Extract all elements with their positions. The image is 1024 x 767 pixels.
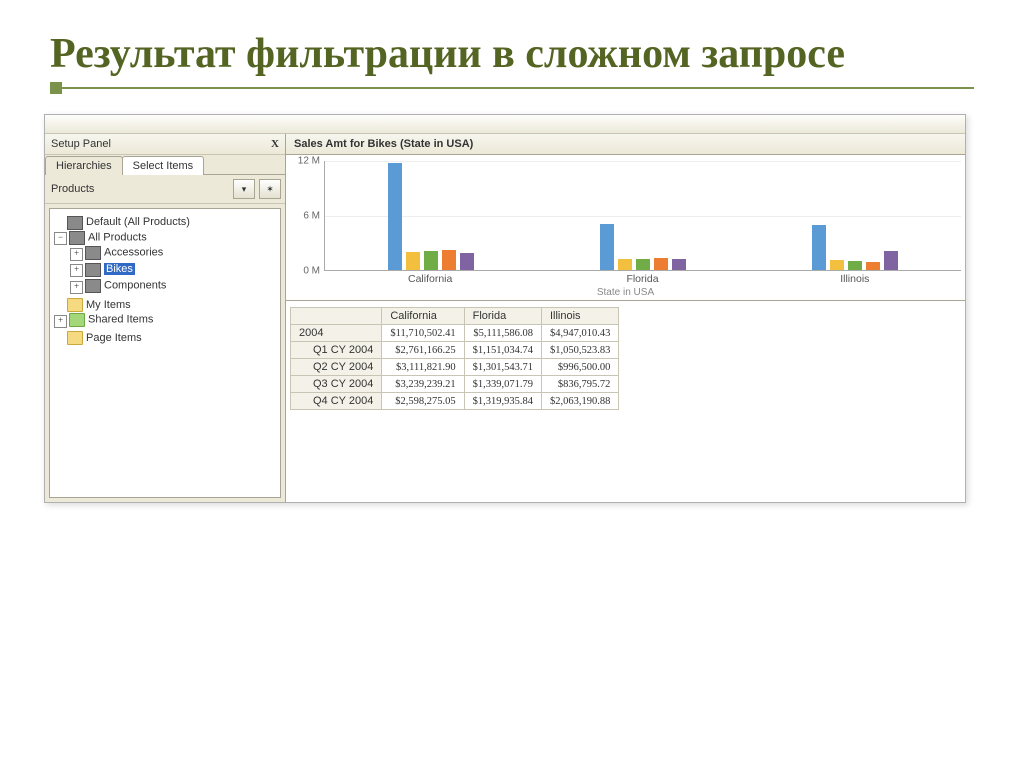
chart-bar — [600, 224, 614, 270]
product-tree[interactable]: Default (All Products) −All Products +Ac… — [49, 208, 281, 498]
tree-item-all-products[interactable]: −All Products +Accessories +Bikes +Compo… — [54, 230, 278, 296]
chart-bar-group — [325, 161, 537, 270]
chart-bar — [672, 259, 686, 271]
table-cell: $836,795.72 — [541, 376, 618, 393]
table-cell: $1,151,034.74 — [464, 342, 541, 359]
table-row: Q4 CY 2004$2,598,275.05$1,319,935.84$2,0… — [291, 393, 619, 410]
setup-panel-title: Setup Panel — [51, 138, 111, 150]
table-row-header: Q4 CY 2004 — [291, 393, 382, 410]
table-cell: $2,598,275.05 — [382, 393, 464, 410]
accent-line — [50, 82, 974, 94]
table-row: Q1 CY 2004$2,761,166.25$1,151,034.74$1,0… — [291, 342, 619, 359]
chart-bar-group — [749, 161, 961, 270]
table-cell: $3,111,821.90 — [382, 359, 464, 376]
chart-container: 12 M 6 M 0 M CaliforniaFloridaIllinois S… — [286, 155, 965, 301]
table-cell: $5,111,586.08 — [464, 325, 541, 342]
chart-title: Sales Amt for Bikes (State in USA) — [286, 134, 965, 155]
cube-icon — [85, 279, 101, 293]
chart-x-label: California — [324, 271, 536, 285]
app-toolbar-strip — [45, 115, 965, 134]
cube-icon — [67, 216, 83, 230]
chart-bar — [636, 259, 650, 271]
cube-icon — [85, 246, 101, 260]
table-header-cell — [291, 308, 382, 325]
chart-x-label: Florida — [536, 271, 748, 285]
chart-bar — [884, 251, 898, 270]
content-area: Sales Amt for Bikes (State in USA) 12 M … — [286, 134, 965, 502]
table-header-cell: California — [382, 308, 464, 325]
expand-icon[interactable]: + — [70, 264, 83, 277]
table-row: Q2 CY 2004$3,111,821.90$1,301,543.71$996… — [291, 359, 619, 376]
chart-bar — [388, 163, 402, 270]
table-row-header: Q1 CY 2004 — [291, 342, 382, 359]
y-tick: 6 M — [303, 211, 320, 222]
chart-bar — [812, 225, 826, 270]
products-selector-label: Products — [49, 183, 229, 195]
collapse-icon[interactable]: − — [54, 232, 67, 245]
chart-bar — [848, 261, 862, 270]
folder-shared-icon — [69, 313, 85, 327]
tree-item-page-items[interactable]: Page Items — [54, 329, 278, 346]
slide-title: Результат фильтрации в сложном запросе — [50, 30, 974, 78]
table-header-cell: Florida — [464, 308, 541, 325]
data-table: CaliforniaFloridaIllinois 2004$11,710,50… — [290, 307, 619, 410]
expand-icon[interactable]: + — [70, 248, 83, 261]
chart-plot — [324, 161, 961, 271]
data-table-container: CaliforniaFloridaIllinois 2004$11,710,50… — [286, 301, 965, 416]
chart-bar — [866, 262, 880, 270]
chart-bar — [424, 251, 438, 270]
panel-tabs: Hierarchies Select Items — [45, 155, 285, 175]
table-cell: $1,050,523.83 — [541, 342, 618, 359]
app-window: Setup Panel X Hierarchies Select Items P… — [44, 114, 966, 503]
setup-panel: Setup Panel X Hierarchies Select Items P… — [45, 134, 286, 502]
y-tick: 12 M — [298, 156, 320, 167]
expand-icon[interactable]: + — [70, 281, 83, 294]
table-row: Q3 CY 2004$3,239,239.21$1,339,071.79$836… — [291, 376, 619, 393]
cube-icon — [85, 263, 101, 277]
table-cell: $2,761,166.25 — [382, 342, 464, 359]
tree-item-bikes[interactable]: +Bikes — [70, 262, 278, 278]
chart-bar — [406, 252, 420, 270]
tab-hierarchies[interactable]: Hierarchies — [45, 156, 123, 175]
tree-item-accessories[interactable]: +Accessories — [70, 245, 278, 261]
chart-bar — [460, 253, 474, 270]
y-tick: 0 M — [303, 266, 320, 277]
table-cell: $4,947,010.43 — [541, 325, 618, 342]
tab-select-items[interactable]: Select Items — [122, 156, 205, 175]
table-row-header: Q2 CY 2004 — [291, 359, 382, 376]
chart-x-label: Illinois — [749, 271, 961, 285]
chart-bar — [830, 260, 844, 270]
close-icon[interactable]: X — [271, 138, 279, 150]
table-row-header: 2004 — [291, 325, 382, 342]
table-cell: $2,063,190.88 — [541, 393, 618, 410]
table-cell: $1,339,071.79 — [464, 376, 541, 393]
table-header-cell: Illinois — [541, 308, 618, 325]
expand-icon[interactable]: + — [54, 315, 67, 328]
table-cell: $996,500.00 — [541, 359, 618, 376]
table-cell: $11,710,502.41 — [382, 325, 464, 342]
chart-bar — [618, 259, 632, 270]
tree-item-default[interactable]: Default (All Products) — [54, 213, 278, 230]
tree-item-shared-items[interactable]: +Shared Items — [54, 312, 278, 328]
table-row: 2004$11,710,502.41$5,111,586.08$4,947,01… — [291, 325, 619, 342]
folder-icon — [67, 331, 83, 345]
chart-x-labels: CaliforniaFloridaIllinois — [324, 271, 961, 285]
tree-item-components[interactable]: +Components — [70, 278, 278, 294]
tree-item-my-items[interactable]: My Items — [54, 296, 278, 313]
chart-bar — [654, 258, 668, 271]
products-action-button[interactable]: ✶ — [259, 179, 281, 199]
chart-axis-title: State in USA — [290, 285, 961, 298]
table-cell: $1,301,543.71 — [464, 359, 541, 376]
folder-icon — [67, 298, 83, 312]
chart-bar-group — [537, 161, 749, 270]
chart-y-axis: 12 M 6 M 0 M — [290, 161, 324, 271]
table-cell: $3,239,239.21 — [382, 376, 464, 393]
table-cell: $1,319,935.84 — [464, 393, 541, 410]
products-dropdown-button[interactable]: ▾ — [233, 179, 255, 199]
cube-icon — [69, 231, 85, 245]
chart-bar — [442, 250, 456, 270]
table-row-header: Q3 CY 2004 — [291, 376, 382, 393]
